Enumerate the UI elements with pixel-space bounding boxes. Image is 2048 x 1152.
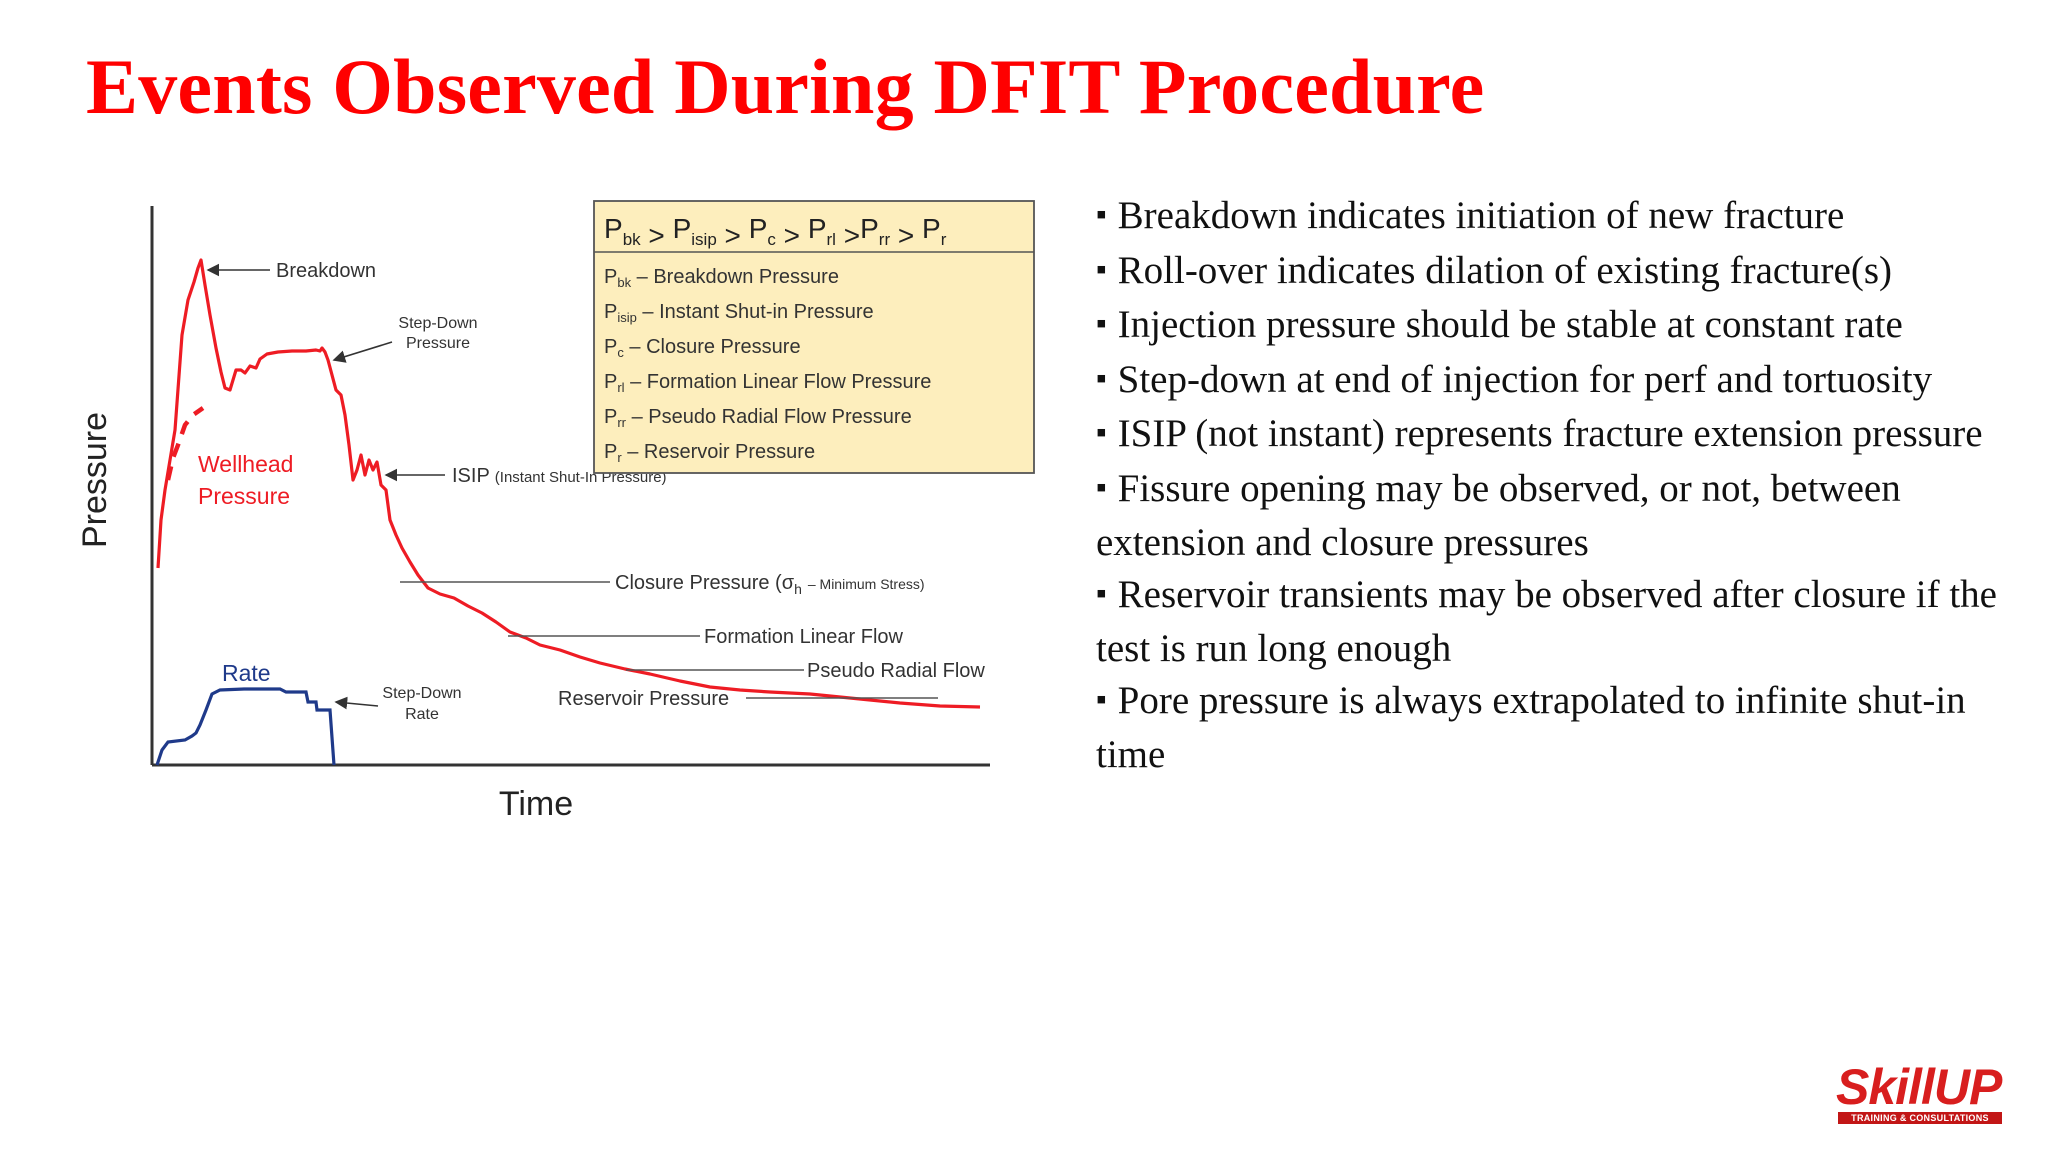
step-down-pressure-arrow [332, 341, 393, 363]
bullet-mark: ▪ [1096, 198, 1107, 231]
legend-item-p: P [604, 371, 617, 393]
skillup-logo: SkillUP TRAINING & CONSULTATIONS [1836, 1058, 2018, 1130]
bullet-item: ▪ Breakdown indicates initiation of new f… [1096, 190, 2036, 245]
bullet-text: Breakdown indicates initiation of new fr… [1117, 194, 1845, 237]
wellhead-label-line1: Wellhead [198, 451, 293, 477]
legend-item-sub: rl [617, 380, 624, 395]
bullet-mark: ▪ [1096, 682, 1107, 716]
bullet-text: Step-down at end of injection for perf a… [1117, 357, 1933, 401]
bullet-mark: ▪ [1096, 470, 1107, 504]
legend-item-p: P [604, 336, 617, 358]
bullet-list: ▪ Breakdown indicates initiation of new f… [1096, 190, 2036, 781]
closure-label: Closure Pressure (σh – Minimum Stress) [615, 572, 925, 597]
legend-header-sub: rr [879, 230, 891, 249]
legend-item: Pbk – Breakdown Pressure [604, 266, 839, 290]
legend-header-p: P [808, 213, 827, 244]
legend-item-p: P [604, 301, 617, 323]
rate-curve [155, 687, 336, 766]
rate-label: Rate [222, 660, 271, 686]
legend-header-p: P [922, 213, 941, 244]
bullet-item: ▪ Roll-over indicates dilation of existin… [1096, 245, 2036, 300]
breakdown-label: Breakdown [276, 260, 376, 282]
step-down-pressure-label-line1: Step-Down [398, 315, 477, 332]
legend-item-p: P [604, 441, 617, 463]
slide-title: Events Observed During DFIT Procedure [86, 43, 1485, 130]
bullet-mark: ▪ [1096, 576, 1107, 610]
legend-item-text: – Formation Linear Flow Pressure [625, 371, 932, 393]
step-down-pressure-label-line2: Pressure [406, 335, 470, 352]
legend-item-text: – Instant Shut-in Pressure [637, 301, 874, 323]
legend-header-op: > [641, 220, 673, 251]
legend-item-text: – Breakdown Pressure [631, 266, 839, 288]
legend-header-sub: c [767, 230, 776, 249]
step-down-rate-arrow [334, 696, 379, 710]
legend-item: Prl – Formation Linear Flow Pressure [604, 371, 931, 395]
legend-header-p: P [673, 213, 692, 244]
legend-header-sub: r [941, 230, 947, 249]
legend-header-op: > [836, 220, 860, 251]
logo-subtitle: TRAINING & CONSULTATIONS [1838, 1112, 2002, 1124]
bullet-mark: ▪ [1096, 361, 1107, 395]
legend-item-text: – Closure Pressure [624, 336, 801, 358]
legend-item-sub: c [617, 345, 624, 360]
legend-item: Pr – Reservoir Pressure [604, 441, 815, 465]
closure-label-sub: h [794, 581, 802, 597]
logo-word: SkillUP [1836, 1059, 2002, 1115]
reservoir-pressure-label: Reservoir Pressure [558, 688, 729, 710]
wellhead-pressure-dashes [165, 406, 205, 481]
isip-label-main: ISIP [452, 465, 490, 487]
bullet-text: ISIP (not instant) represents fracture e… [1117, 412, 1983, 455]
formation-linear-flow-label: Formation Linear Flow [704, 626, 904, 648]
dfit-diagram: Pressure Time Breakdown Wellhead Pressur… [70, 190, 1060, 840]
closure-label-detail: – Minimum Stress) [808, 576, 925, 592]
legend-header-p: P [749, 213, 768, 244]
legend-item-p: P [604, 266, 617, 288]
legend-header-op: > [776, 220, 808, 251]
legend-item-text: – Reservoir Pressure [622, 441, 815, 463]
wellhead-label-line2: Pressure [198, 483, 290, 509]
legend-item-p: P [604, 406, 617, 428]
legend-header-sub: isip [691, 230, 717, 249]
bullet-text: Injection pressure should be stable at c… [1117, 303, 1903, 346]
y-axis-label: Pressure [76, 412, 114, 548]
bullet-item: ▪ Step-down at end of injection for perf … [1096, 354, 2036, 409]
bullet-mark: ▪ [1096, 252, 1107, 286]
bullet-text: Fissure opening may be observed, or not,… [1096, 466, 1901, 565]
bullet-item: ▪ Pore pressure is always extrapolated to… [1096, 675, 2036, 781]
legend-header-op: > [890, 220, 922, 251]
bullet-item: ▪ Fissure opening may be observed, or not… [1096, 463, 2036, 569]
legend-item-sub: rr [617, 415, 626, 430]
dfit-diagram-svg: Pressure Time Breakdown Wellhead Pressur… [76, 200, 1035, 823]
legend-header-op: > [717, 220, 749, 251]
step-down-rate-label-line1: Step-Down [382, 685, 461, 702]
legend-item-sub: isip [617, 310, 637, 325]
legend-item-sub: bk [617, 275, 631, 290]
bullet-item: ▪ ISIP (not instant) represents fracture … [1096, 408, 2036, 463]
legend-item-sub: r [617, 450, 622, 465]
x-axis-label: Time [499, 785, 573, 823]
bullet-item: ▪ Injection pressure should be stable at … [1096, 299, 2036, 354]
bullet-mark: ▪ [1096, 307, 1107, 340]
legend-header-sub: bk [623, 230, 641, 249]
legend-item-text: – Pseudo Radial Flow Pressure [626, 406, 912, 428]
bullet-mark: ▪ [1096, 416, 1107, 449]
closure-label-main: Closure Pressure (σ [615, 572, 795, 594]
legend-header-p: P [604, 213, 623, 244]
bullet-text: Pore pressure is always extrapolated to … [1096, 678, 1966, 777]
bullet-item: ▪ Reservoir transients may be observed af… [1096, 569, 2036, 675]
legend-header-sub: rl [827, 230, 836, 249]
legend-header: Pbk > Pisip > Pc > Prl >Prr > Pr [604, 213, 947, 251]
step-down-rate-label-line2: Rate [405, 706, 439, 723]
legend-header-p: P [860, 213, 879, 244]
legend-item: Prr – Pseudo Radial Flow Pressure [604, 406, 912, 430]
bullet-text: Reservoir transients may be observed aft… [1096, 572, 1997, 671]
legend-box [593, 200, 1035, 474]
pressure-legend: Pbk > Pisip > Pc > Prl >Prr > Pr Pbk – B… [593, 200, 1035, 474]
pseudo-radial-flow-label: Pseudo Radial Flow [807, 660, 985, 682]
bullet-text: Roll-over indicates dilation of existing… [1117, 248, 1892, 292]
legend-item: Pc – Closure Pressure [604, 336, 801, 360]
wellhead-pressure-curve [156, 258, 981, 709]
legend-item: Pisip – Instant Shut-in Pressure [604, 301, 874, 325]
